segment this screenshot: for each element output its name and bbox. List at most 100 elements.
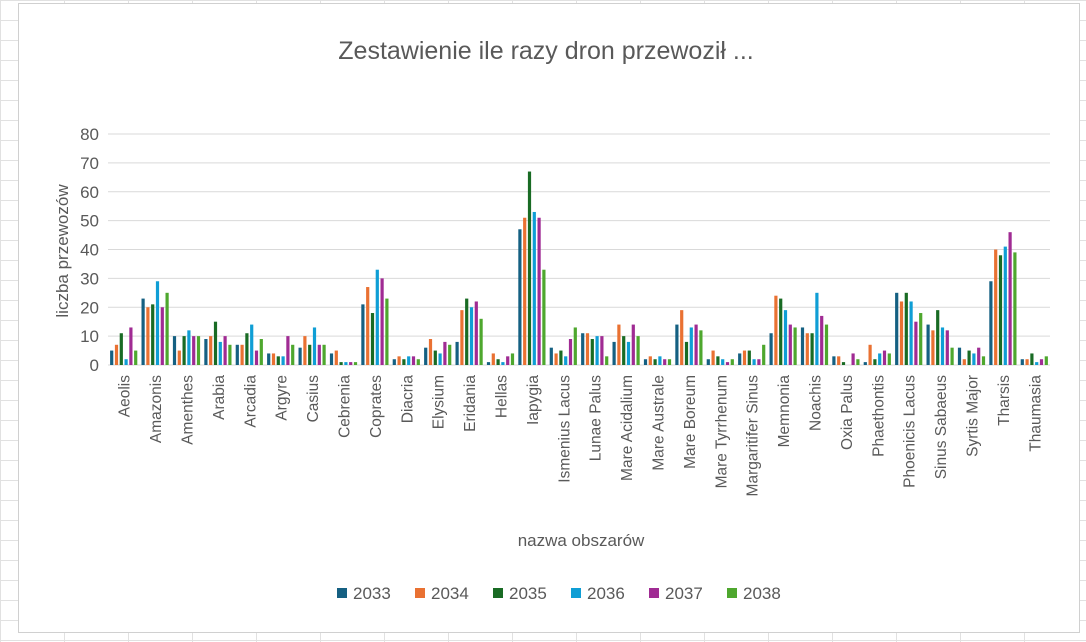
bar: [684, 341, 689, 365]
bar: [172, 336, 177, 365]
bar: [568, 339, 573, 365]
legend: 2033 2034 2035 2036 2037 2038: [337, 584, 781, 603]
bar: [317, 344, 321, 365]
bar: [407, 356, 411, 365]
bar: [788, 324, 792, 365]
bar: [151, 304, 155, 365]
bar: [254, 350, 259, 365]
bar: [349, 362, 353, 365]
bar: [837, 356, 841, 365]
bar: [281, 356, 285, 365]
bar: [286, 336, 290, 365]
x-tick-label: Oxia Palus: [839, 375, 856, 450]
bar: [523, 217, 527, 365]
bar: [291, 344, 295, 365]
legend-swatch: [571, 588, 581, 598]
bar: [469, 307, 474, 365]
y-tick-label: 70: [80, 154, 99, 173]
bar: [581, 333, 585, 365]
bar: [689, 327, 693, 365]
bar: [1025, 359, 1029, 365]
bar: [962, 359, 966, 365]
bar: [721, 359, 725, 365]
x-tick-label: Lunae Palus: [588, 375, 605, 461]
bar: [868, 344, 872, 365]
bar: [841, 362, 846, 365]
bar: [694, 324, 698, 365]
bar: [752, 359, 756, 365]
bar: [402, 359, 406, 365]
legend-label: 2035: [509, 584, 547, 603]
bar: [353, 362, 358, 365]
chart-area[interactable]: Zestawienie ile razy dron przewoził ... …: [18, 3, 1080, 633]
x-tick-label: Memnonia: [776, 375, 793, 448]
bar: [339, 362, 343, 365]
bar: [699, 330, 703, 365]
bar: [160, 307, 164, 365]
bar: [1008, 232, 1012, 365]
bar: [245, 333, 249, 365]
bar: [380, 278, 384, 365]
bar: [322, 344, 326, 365]
bar: [433, 350, 437, 365]
bar: [931, 330, 935, 365]
bar: [1003, 246, 1007, 365]
bar: [518, 229, 522, 365]
bar: [663, 359, 667, 365]
bar: [878, 353, 882, 365]
x-tick-label: Cebrenia: [337, 375, 354, 438]
bar: [1035, 362, 1039, 365]
bar: [851, 353, 855, 365]
x-tick-label: Diacria: [399, 375, 416, 424]
bar: [204, 339, 208, 365]
bar: [887, 353, 891, 365]
bar: [800, 327, 805, 365]
bar: [716, 356, 720, 365]
legend-swatch: [493, 588, 503, 598]
y-tick-label: 0: [90, 356, 99, 375]
bar: [443, 341, 447, 365]
bar: [474, 301, 478, 365]
bar: [182, 336, 186, 365]
bar: [501, 362, 505, 365]
bar: [706, 359, 710, 365]
gridlines: [108, 133, 1050, 366]
bar: [998, 255, 1003, 365]
bar: [622, 336, 626, 365]
y-tick-label: 20: [80, 298, 99, 317]
x-tick-label: Mare Boreum: [682, 375, 699, 469]
bar: [141, 298, 145, 365]
bar: [370, 313, 375, 365]
bar: [940, 327, 945, 365]
x-tick-label: Casius: [305, 375, 322, 423]
x-tick-label: Thaumasia: [1027, 375, 1044, 452]
bar: [1030, 353, 1034, 365]
bar: [783, 310, 788, 365]
legend-label: 2038: [743, 584, 781, 603]
bar: [271, 353, 276, 365]
bar: [267, 353, 271, 365]
bar: [824, 324, 829, 365]
bar: [259, 339, 263, 365]
bar: [344, 362, 348, 365]
bar: [564, 356, 568, 365]
y-tick-label: 60: [80, 183, 99, 202]
bar: [312, 327, 317, 365]
y-tick-label: 10: [80, 327, 99, 346]
bar: [977, 347, 981, 365]
bar: [366, 287, 370, 365]
bar: [631, 324, 635, 365]
y-axis-ticks: 0 10 20 30 40 50 60 70 80: [80, 125, 99, 375]
bar: [612, 341, 616, 365]
bar: [738, 353, 742, 365]
bar: [416, 359, 420, 365]
y-tick-label: 30: [80, 269, 99, 288]
bar: [460, 310, 464, 365]
bar: [240, 344, 244, 365]
x-tick-label: Amazonis: [148, 375, 165, 443]
bar: [146, 307, 150, 365]
bar: [820, 315, 824, 365]
bar: [119, 333, 123, 365]
bar: [972, 353, 976, 365]
x-tick-label: Margaritifer Sinus: [745, 375, 762, 497]
